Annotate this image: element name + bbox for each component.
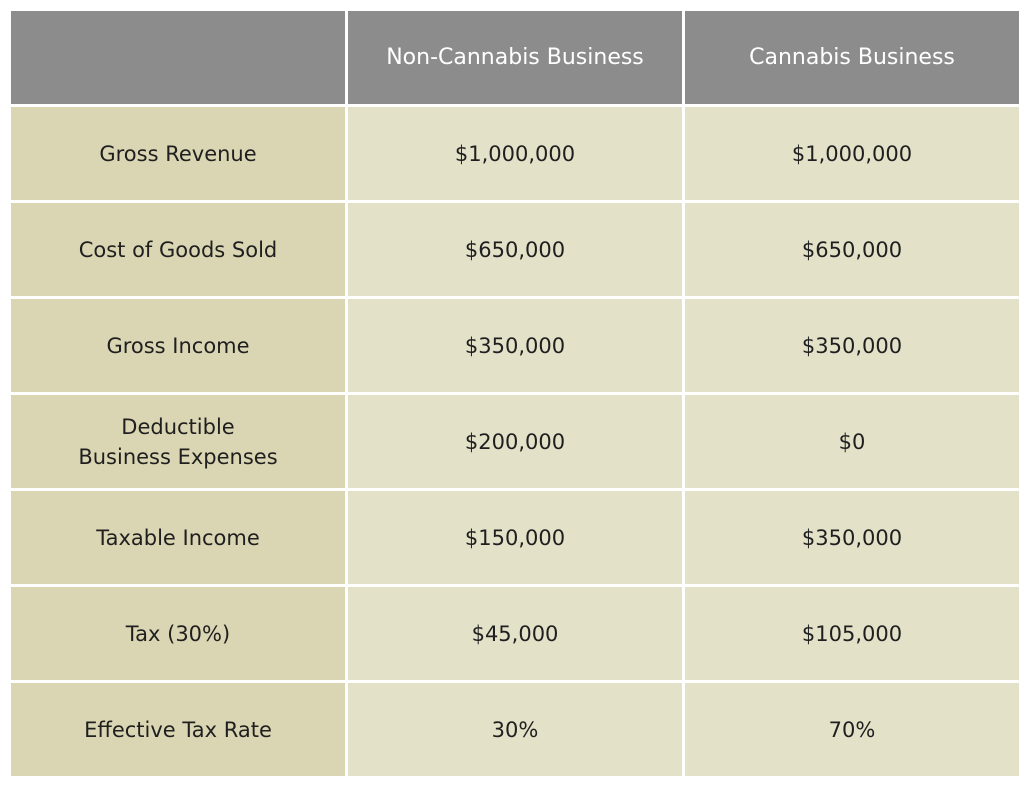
row-label-text-line-1: Deductible	[121, 414, 235, 439]
row-label-text: Gross Revenue	[99, 141, 257, 166]
row-label-taxable-income: Taxable Income	[11, 491, 345, 584]
cell-taxable-income-non-cannabis: $150,000	[348, 491, 682, 584]
row-label-deductible-business-expenses: Deductible Business Expenses	[11, 395, 345, 488]
cell-gross-income-non-cannabis: $350,000	[348, 299, 682, 392]
row-label-text: Gross Income	[106, 333, 250, 358]
cell-tax-cannabis: $105,000	[685, 587, 1019, 680]
row-label-tax: Tax (30%)	[11, 587, 345, 680]
cell-gross-revenue-non-cannabis: $1,000,000	[348, 107, 682, 200]
cell-gross-revenue-cannabis: $1,000,000	[685, 107, 1019, 200]
cell-gross-income-cannabis: $350,000	[685, 299, 1019, 392]
row-label-gross-income: Gross Income	[11, 299, 345, 392]
cell-deductible-expenses-cannabis: $0	[685, 395, 1019, 488]
cell-deductible-expenses-non-cannabis: $200,000	[348, 395, 682, 488]
comparison-table: Non-Cannabis Business Cannabis Business …	[11, 11, 1019, 776]
row-label-text: Tax (30%)	[125, 621, 231, 646]
cell-effective-tax-rate-cannabis: 70%	[685, 683, 1019, 776]
cell-taxable-income-cannabis: $350,000	[685, 491, 1019, 584]
header-non-cannabis-business: Non-Cannabis Business	[348, 11, 682, 104]
header-corner-cell	[11, 11, 345, 104]
row-label-cost-of-goods-sold: Cost of Goods Sold	[11, 203, 345, 296]
row-label-gross-revenue: Gross Revenue	[11, 107, 345, 200]
row-label-text-line-2: Business Expenses	[78, 444, 278, 469]
row-label-text: Cost of Goods Sold	[78, 237, 278, 262]
cell-tax-non-cannabis: $45,000	[348, 587, 682, 680]
row-label-text: Effective Tax Rate	[84, 717, 272, 742]
cell-cost-of-goods-sold-cannabis: $650,000	[685, 203, 1019, 296]
cell-cost-of-goods-sold-non-cannabis: $650,000	[348, 203, 682, 296]
header-cannabis-business: Cannabis Business	[685, 11, 1019, 104]
cell-effective-tax-rate-non-cannabis: 30%	[348, 683, 682, 776]
row-label-text: Taxable Income	[96, 525, 260, 550]
row-label-effective-tax-rate: Effective Tax Rate	[11, 683, 345, 776]
